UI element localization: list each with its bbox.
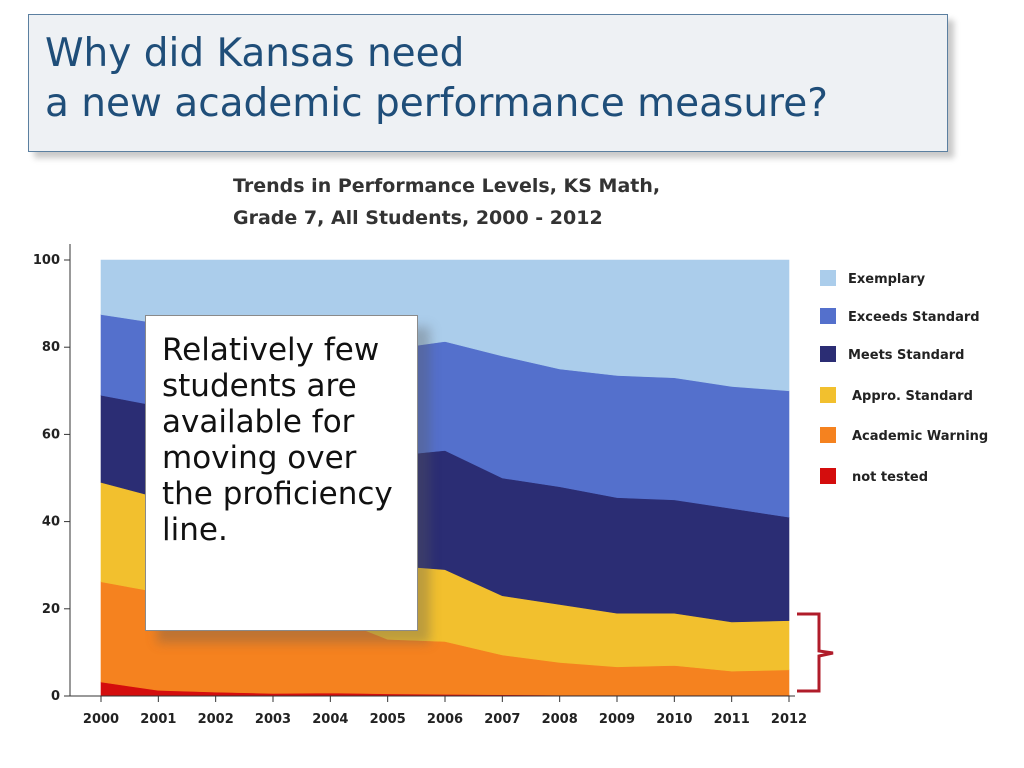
legend-swatch-academic-warning (820, 427, 836, 443)
legend-label-appro-standard: Appro. Standard (852, 389, 973, 404)
legend-swatch-exemplary (820, 270, 836, 286)
x-tick-label: 2004 (312, 712, 348, 727)
x-tick-label: 2008 (542, 712, 578, 727)
legend-label-exemplary: Exemplary (848, 272, 926, 287)
y-tick-label: 20 (42, 602, 60, 617)
axes-group: 0 20 40 60 80 100 2000 2001 2002 2003 2004 2005 2006… (33, 244, 807, 727)
chart-title-line-1: Trends in Performance Levels, KS Math, (233, 175, 660, 197)
y-tick-label: 60 (42, 427, 60, 442)
annotation-group (797, 612, 834, 693)
y-tick-label: 100 (33, 253, 60, 268)
y-tick-label: 40 (42, 515, 60, 530)
x-tick-label: 2001 (140, 712, 176, 727)
slide-title: Why did Kansas need a new academic perfo… (28, 14, 948, 152)
x-tick-label: 2012 (771, 712, 807, 727)
legend-label-exceeds-standard: Exceeds Standard (848, 310, 980, 325)
callout-text: Relatively few students are available fo… (162, 332, 393, 548)
y-tick-label: 0 (51, 689, 60, 704)
legend-swatch-not-tested (820, 468, 836, 484)
slide-title-line-1: Why did Kansas need (45, 31, 465, 76)
legend-swatch-appro-standard (820, 387, 836, 403)
proficiency-bracket (797, 612, 834, 693)
legend-label-meets-standard: Meets Standard (848, 348, 964, 363)
chart-title-line-2: Grade 7, All Students, 2000 - 2012 (233, 207, 603, 229)
x-tick-label: 2002 (198, 712, 234, 727)
slide-title-line-2: a new academic performance measure? (45, 81, 828, 126)
legend-swatch-meets-standard (820, 346, 836, 362)
x-tick-label: 2010 (656, 712, 692, 727)
x-tick-label: 2003 (255, 712, 291, 727)
y-tick-label: 80 (42, 340, 60, 355)
x-tick-label: 2007 (484, 712, 520, 727)
legend-label-not-tested: not tested (852, 470, 928, 485)
x-tick-label: 2011 (714, 712, 750, 727)
legend: Exemplary Exceeds Standard Meets Standard A… (820, 270, 988, 485)
x-tick-label: 2005 (370, 712, 406, 727)
x-tick-label: 2000 (83, 712, 119, 727)
callout-box: Relatively few students are available fo… (145, 315, 418, 631)
legend-swatch-exceeds-standard (820, 308, 836, 324)
legend-label-academic-warning: Academic Warning (852, 429, 988, 444)
x-tick-label: 2009 (599, 712, 635, 727)
x-tick-label: 2006 (427, 712, 463, 727)
